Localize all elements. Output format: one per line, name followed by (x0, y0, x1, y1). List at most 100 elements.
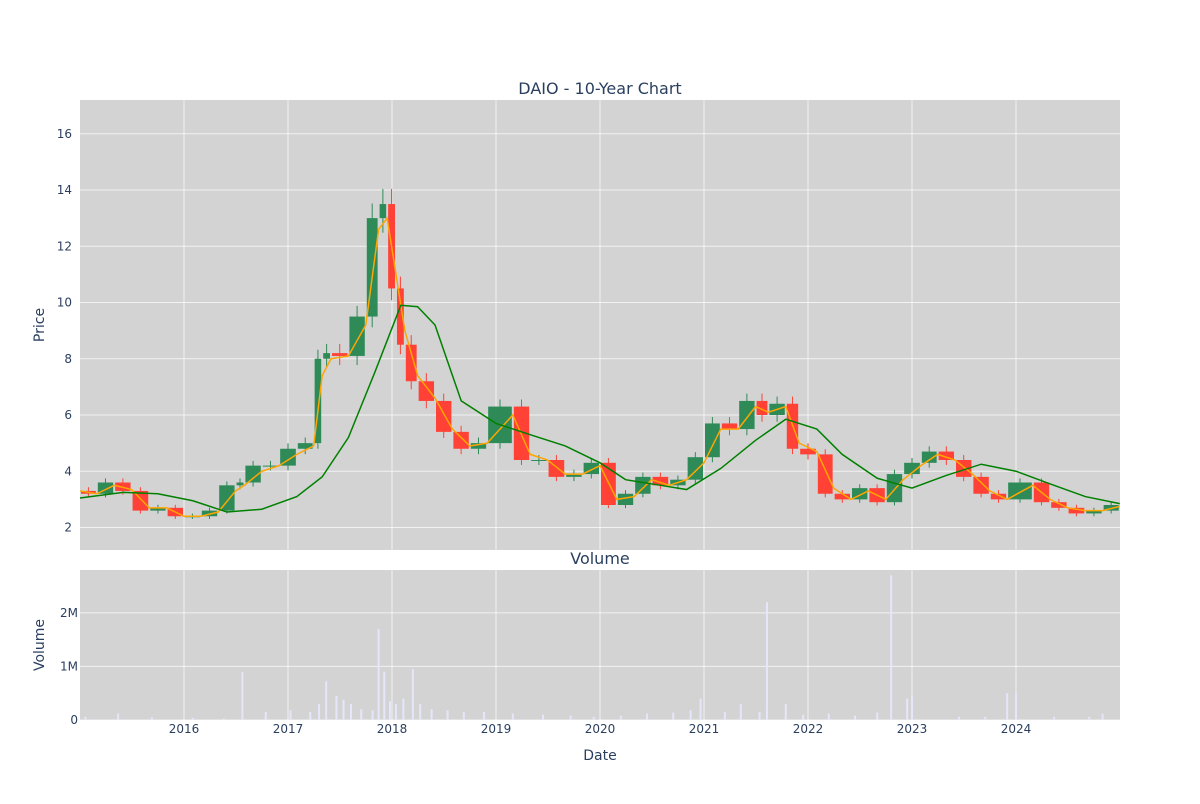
volume-bar (241, 671, 244, 720)
price-candle (132, 490, 149, 511)
price-candle (721, 423, 738, 430)
volume-bar (377, 628, 380, 720)
price-chart-title: DAIO - 10-Year Chart (518, 79, 681, 98)
price-candle (470, 443, 487, 449)
price-candle (323, 353, 331, 359)
price-candle (990, 493, 1007, 500)
price-y-tick-label: 12 (57, 239, 72, 253)
volume-bar (325, 681, 328, 720)
price-y-tick-label: 8 (64, 352, 72, 366)
volume-bar (84, 716, 87, 720)
volume-bar (446, 710, 449, 720)
price-candle (297, 443, 313, 449)
volume-bar (222, 718, 225, 720)
price-candle (531, 460, 547, 461)
volume-chart-title: Volume (570, 549, 630, 568)
price-candle (886, 474, 903, 503)
volume-bar (150, 717, 153, 720)
price-candle (705, 423, 720, 458)
volume-bar (958, 716, 961, 720)
volume-bar (335, 695, 338, 720)
price-candle (332, 353, 348, 356)
volume-y-tick-label: 1M (60, 659, 78, 673)
volume-bar (309, 711, 312, 720)
volume-y-tick-label: 2M (60, 606, 78, 620)
volume-y-tick-label: 0 (70, 713, 78, 727)
volume-bar (1053, 716, 1056, 720)
volume-bar (672, 712, 675, 720)
volume-bar (402, 698, 405, 720)
volume-bar (349, 703, 352, 720)
volume-bar (906, 698, 909, 720)
price-candle (245, 465, 261, 483)
price-candle (314, 358, 322, 444)
volume-bar (191, 717, 194, 720)
volume-bar (592, 716, 595, 720)
volume-x-tick-label: 2016 (169, 722, 200, 736)
price-y-tick-label: 2 (64, 521, 72, 535)
price-candle (635, 476, 651, 494)
x-axis-label: Date (583, 748, 616, 764)
price-y-tick-label: 16 (57, 127, 72, 141)
volume-bar (411, 669, 414, 720)
price-candle (817, 454, 833, 494)
price-candle (904, 462, 920, 475)
volume-bar (462, 711, 465, 720)
volume-bar (342, 699, 345, 720)
price-y-axis-label: Price (32, 308, 48, 342)
price-candle (396, 288, 404, 345)
price-candle (834, 493, 851, 500)
price-y-tick-label: 4 (64, 464, 72, 478)
price-candle (405, 344, 417, 382)
volume-bar (854, 715, 857, 720)
price-candle (1068, 507, 1085, 514)
volume-x-tick-label: 2020 (585, 722, 616, 736)
volume-x-tick-label: 2018 (377, 722, 408, 736)
volume-bar (542, 714, 545, 720)
volume-bar (264, 711, 267, 720)
volume-bar (802, 714, 805, 720)
volume-bar (419, 703, 422, 720)
volume-x-tick-label: 2019 (481, 722, 512, 736)
volume-bar (430, 709, 433, 720)
price-y-tick-label: 6 (64, 408, 72, 422)
price-candle (1051, 502, 1067, 508)
price-candle (150, 507, 166, 511)
price-candle (219, 485, 235, 511)
price-moving-average-line (79, 216, 1120, 517)
price-candle (436, 400, 452, 432)
price-candle (583, 462, 599, 475)
price-candle (973, 476, 989, 494)
volume-x-tick-label: 2021 (689, 722, 720, 736)
volume-x-tick-label: 2024 (1001, 722, 1032, 736)
price-y-tick-label: 10 (57, 296, 72, 310)
volume-bar (289, 710, 292, 720)
volume-bar (511, 713, 514, 720)
volume-bar (765, 602, 768, 720)
volume-bar (911, 695, 913, 720)
volume-bar (389, 701, 392, 720)
volume-bar (689, 710, 692, 720)
volume-bar (318, 703, 321, 720)
price-candle (1086, 510, 1102, 514)
volume-bar (619, 715, 622, 720)
volume-bar (383, 671, 386, 720)
price-moving-average-line (79, 304, 1120, 513)
price-candle (756, 400, 768, 415)
volume-panel: 2016 2017 2018 2019 2020 2021 2022 2023 2024 0 1M… (32, 549, 1120, 764)
price-candle (262, 465, 279, 467)
price-candle (97, 482, 114, 494)
price-candle (379, 204, 387, 219)
volume-bar (784, 703, 787, 720)
volume-x-tick-label: 2023 (897, 722, 928, 736)
price-candle (852, 488, 868, 500)
volume-bar (371, 710, 374, 720)
volume-bar (699, 698, 702, 720)
volume-bar (1015, 693, 1017, 720)
volume-bar (1088, 716, 1091, 720)
volume-bar (827, 713, 830, 720)
volume-bar (890, 575, 893, 720)
price-candle (652, 476, 669, 486)
volume-bar (723, 711, 726, 720)
